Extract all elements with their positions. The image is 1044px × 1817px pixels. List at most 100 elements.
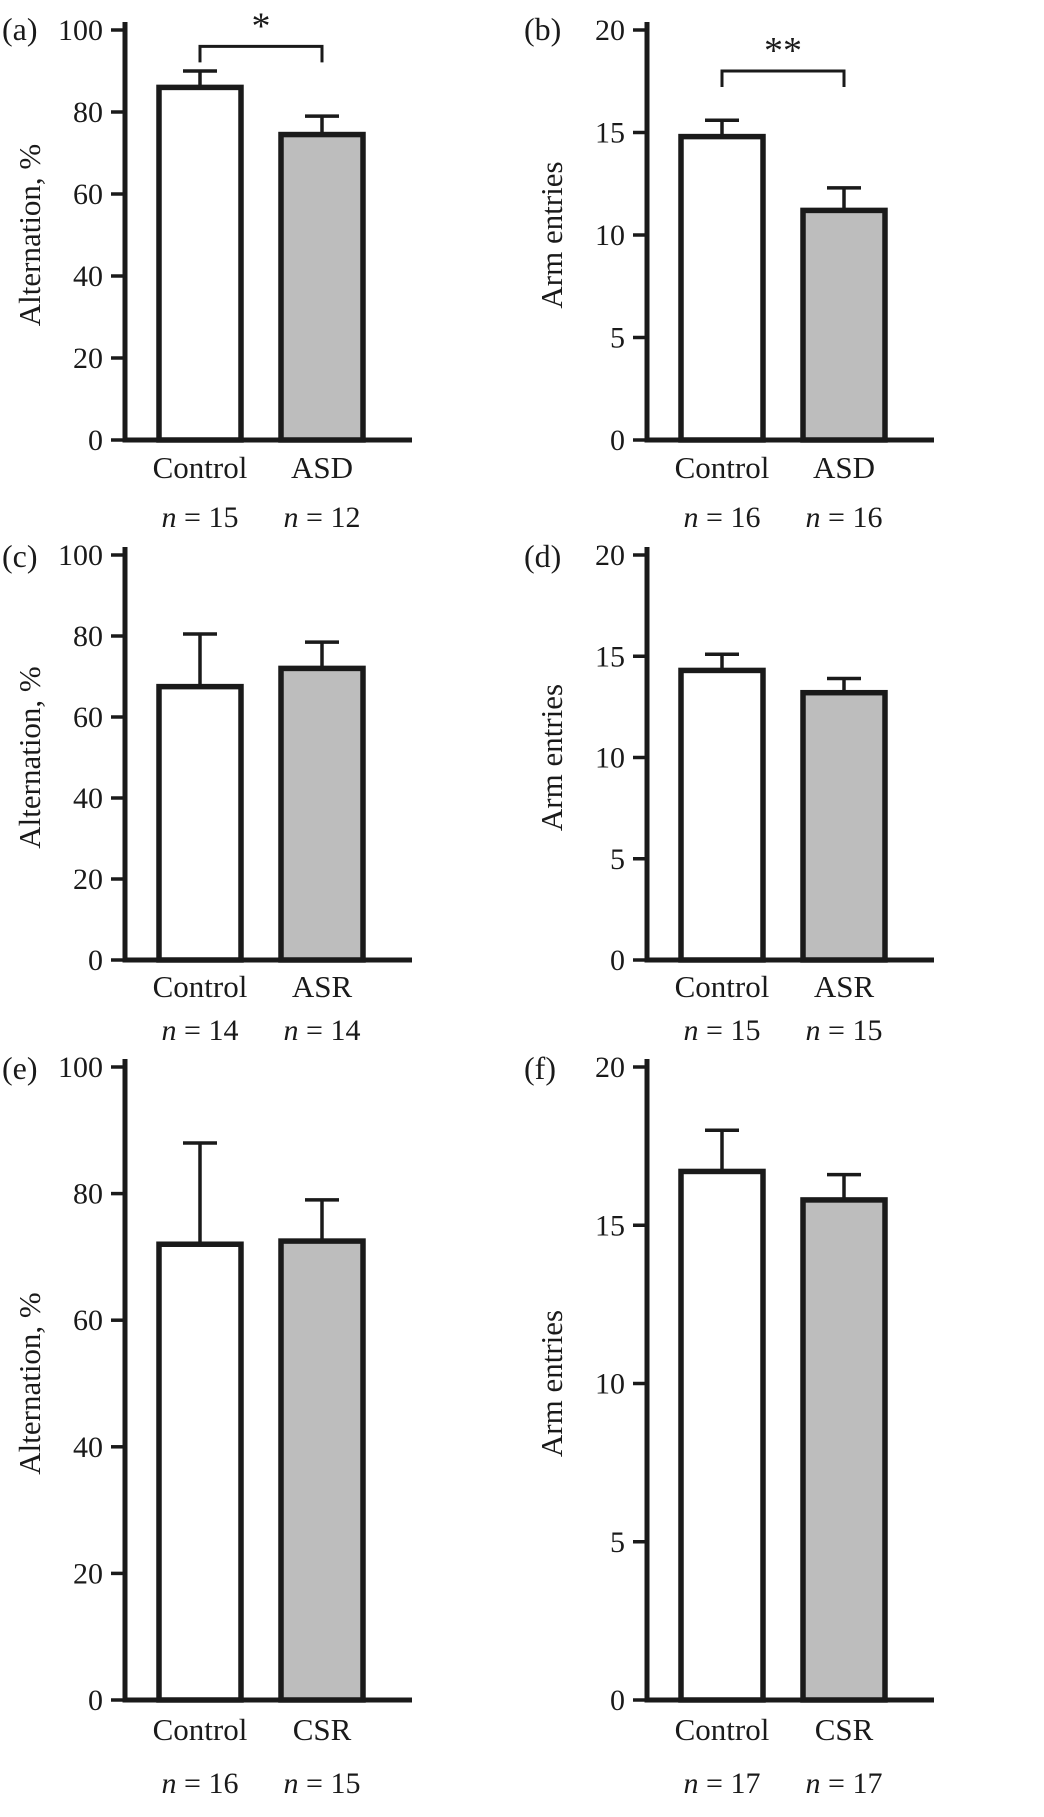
panel-letter: (b) bbox=[524, 11, 561, 47]
y-axis-label: Arm entries bbox=[534, 161, 569, 308]
y-tick-label: 20 bbox=[73, 342, 103, 375]
bar-treatment bbox=[800, 689, 888, 963]
category-label: Control bbox=[153, 969, 248, 1004]
y-tick-label: 80 bbox=[73, 1178, 103, 1211]
bar-treatment bbox=[278, 1238, 366, 1703]
n-label: n = 14 bbox=[162, 1014, 239, 1047]
y-tick-label: 20 bbox=[595, 1051, 625, 1084]
panel-letter: (a) bbox=[2, 11, 38, 47]
bar-treatment bbox=[278, 131, 366, 443]
bar-control bbox=[678, 667, 766, 963]
n-label: n = 15 bbox=[806, 1014, 883, 1047]
y-axis-label: Alternation, % bbox=[12, 144, 47, 327]
y-tick-label: 80 bbox=[73, 96, 103, 129]
y-axis-label: Arm entries bbox=[534, 1310, 569, 1457]
panel-b: 0 5 10 15 20 Arm entries (b) Control n = 16 ASD n … bbox=[522, 0, 1044, 535]
y-tick-label: 5 bbox=[610, 1526, 625, 1559]
category-label: ASR bbox=[814, 969, 875, 1004]
n-label: n = 16 bbox=[684, 501, 761, 534]
significance-label: ** bbox=[764, 30, 802, 72]
y-tick-label: 0 bbox=[88, 944, 103, 977]
category-label: ASD bbox=[813, 450, 875, 485]
bar-control bbox=[156, 1241, 244, 1703]
figure-row-2: 0 20 40 60 80 100 Alternation, % (c) Control n = … bbox=[0, 535, 1044, 1047]
panel-letter: (e) bbox=[2, 1050, 38, 1086]
significance-bracket bbox=[720, 69, 846, 87]
panel-letter: (d) bbox=[524, 538, 561, 574]
n-label: n = 16 bbox=[806, 501, 883, 534]
y-tick-label: 0 bbox=[610, 424, 625, 457]
panel-d: 0 5 10 15 20 Arm entries (d) Control n = 15 ASR n … bbox=[522, 535, 1044, 1047]
y-tick-label: 20 bbox=[595, 14, 625, 47]
y-tick-label: 10 bbox=[595, 219, 625, 252]
y-axis-label: Alternation, % bbox=[12, 1292, 47, 1475]
chart-e: 0 20 40 60 80 100 Alternation, % (e) Control n = … bbox=[2, 1050, 412, 1800]
category-label: Control bbox=[675, 1712, 770, 1747]
n-label: n = 15 bbox=[684, 1014, 761, 1047]
n-label: n = 14 bbox=[284, 1014, 361, 1047]
y-tick-label: 15 bbox=[595, 640, 625, 673]
y-tick-label: 100 bbox=[58, 1051, 103, 1084]
panel-letter: (f) bbox=[524, 1050, 556, 1086]
y-tick-label: 10 bbox=[595, 742, 625, 775]
y-tick-label: 100 bbox=[58, 14, 103, 47]
bar-control bbox=[156, 84, 244, 443]
n-label: n = 15 bbox=[284, 1767, 361, 1800]
y-axis-label: Arm entries bbox=[534, 684, 569, 831]
y-tick-label: 60 bbox=[73, 1304, 103, 1337]
category-label: Control bbox=[153, 450, 248, 485]
y-tick-label: 5 bbox=[610, 843, 625, 876]
y-tick-label: 20 bbox=[595, 539, 625, 572]
chart-b: 0 5 10 15 20 Arm entries (b) Control n = 16 ASD n … bbox=[524, 11, 934, 534]
chart-d: 0 5 10 15 20 Arm entries (d) Control n = 15 ASR n … bbox=[524, 538, 934, 1047]
figure-row-1: 0 20 40 60 80 100 Alternation, % (a) Control n = … bbox=[0, 0, 1044, 535]
chart-c: 0 20 40 60 80 100 Alternation, % (c) Control n = … bbox=[2, 538, 412, 1047]
category-label: ASR bbox=[292, 969, 353, 1004]
n-label: n = 15 bbox=[162, 501, 239, 534]
bar-control bbox=[678, 1168, 766, 1703]
y-tick-label: 100 bbox=[58, 539, 103, 572]
category-label: ASD bbox=[291, 450, 353, 485]
panel-letter: (c) bbox=[2, 538, 38, 574]
y-tick-label: 0 bbox=[88, 1684, 103, 1717]
category-label: CSR bbox=[815, 1712, 874, 1747]
n-label: n = 17 bbox=[806, 1767, 883, 1800]
y-tick-label: 15 bbox=[595, 117, 625, 150]
category-label: CSR bbox=[293, 1712, 352, 1747]
y-tick-label: 20 bbox=[73, 1557, 103, 1590]
y-tick-label: 40 bbox=[73, 1431, 103, 1464]
chart-f: 0 5 10 15 20 Arm entries (f) Control n = 17 CSR n … bbox=[524, 1050, 934, 1800]
y-tick-label: 0 bbox=[610, 1684, 625, 1717]
y-tick-label: 40 bbox=[73, 260, 103, 293]
category-label: Control bbox=[675, 969, 770, 1004]
chart-a: 0 20 40 60 80 100 Alternation, % (a) Control n = … bbox=[2, 5, 412, 534]
y-tick-label: 15 bbox=[595, 1209, 625, 1242]
y-tick-label: 60 bbox=[73, 178, 103, 211]
bar-treatment bbox=[278, 665, 366, 963]
panel-e: 0 20 40 60 80 100 Alternation, % (e) Control n = … bbox=[0, 1045, 522, 1817]
bar-treatment bbox=[800, 207, 888, 443]
n-label: n = 12 bbox=[284, 501, 361, 534]
y-tick-label: 10 bbox=[595, 1368, 625, 1401]
bar-control bbox=[156, 683, 244, 963]
y-tick-label: 0 bbox=[88, 424, 103, 457]
significance-bracket bbox=[198, 44, 324, 63]
y-axis-label: Alternation, % bbox=[12, 666, 47, 849]
y-tick-label: 5 bbox=[610, 322, 625, 355]
n-label: n = 17 bbox=[684, 1767, 761, 1800]
significance-label: * bbox=[252, 5, 271, 47]
y-tick-label: 80 bbox=[73, 620, 103, 653]
y-tick-label: 0 bbox=[610, 944, 625, 977]
y-tick-label: 40 bbox=[73, 782, 103, 815]
category-label: Control bbox=[153, 1712, 248, 1747]
bar-treatment bbox=[800, 1197, 888, 1703]
panel-f: 0 5 10 15 20 Arm entries (f) Control n = 17 CSR n … bbox=[522, 1045, 1044, 1817]
y-tick-label: 20 bbox=[73, 863, 103, 896]
y-tick-label: 60 bbox=[73, 701, 103, 734]
panel-a: 0 20 40 60 80 100 Alternation, % (a) Control n = … bbox=[0, 0, 522, 535]
panel-c: 0 20 40 60 80 100 Alternation, % (c) Control n = … bbox=[0, 535, 522, 1047]
n-label: n = 16 bbox=[162, 1767, 239, 1800]
bar-control bbox=[678, 133, 766, 443]
figure-row-3: 0 20 40 60 80 100 Alternation, % (e) Control n = … bbox=[0, 1045, 1044, 1817]
